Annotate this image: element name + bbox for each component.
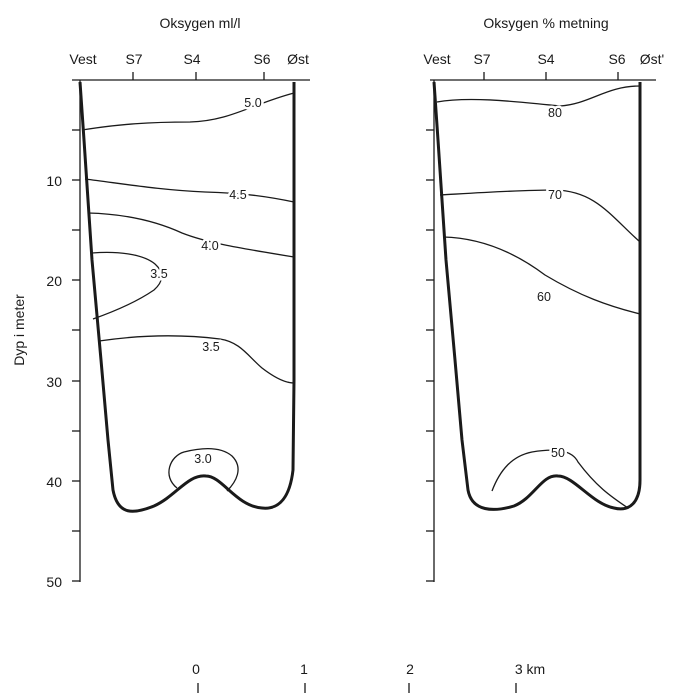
station-label-s6: S6: [608, 51, 625, 67]
scale-bar: 0 1 2 3 km: [192, 661, 545, 693]
contour-label-3-5: 3.5: [202, 340, 219, 354]
station-label-s4: S4: [537, 51, 554, 67]
scale-label-1: 1: [300, 661, 308, 677]
isoline-80: [436, 85, 641, 107]
isoline-3-5: [98, 335, 295, 384]
isoline-70: [439, 189, 641, 243]
panel-title-oxygen-saturation: Oksygen % metning: [483, 15, 608, 31]
depth-tick-label-40: 40: [46, 474, 62, 490]
isoline-3-0: [168, 448, 239, 492]
contour-label-50: 50: [551, 446, 565, 460]
station-label-vest: Vest: [423, 51, 450, 67]
contour-label-4-0: 4.0: [201, 239, 218, 253]
depth-tick-label-20: 20: [46, 273, 62, 289]
panel-oxygen-ml: Oksygen ml/l Vest S7 S4 S6 Øst Dyp i met…: [11, 15, 310, 590]
station-label-ost: Øst: [287, 51, 309, 67]
contour-label-3-5-inner: 3.5: [150, 267, 167, 281]
y-axis-label: Dyp i meter: [11, 294, 27, 366]
isoline-3-5-closed: [91, 251, 163, 320]
contour-label-60: 60: [537, 290, 551, 304]
isoline-4-5: [84, 178, 295, 203]
basin-outline: [78, 81, 296, 513]
contour-label-70: 70: [548, 188, 562, 202]
station-label-s7: S7: [125, 51, 142, 67]
scale-label-3km: 3 km: [515, 661, 545, 677]
scale-label-2: 2: [406, 661, 414, 677]
isoline-4-0: [87, 212, 295, 258]
station-label-ost: Øst': [640, 51, 664, 67]
station-label-vest: Vest: [69, 51, 96, 67]
basin-outline: [432, 81, 642, 511]
station-label-s4: S4: [183, 51, 200, 67]
isoline-50: [491, 449, 629, 509]
panel-oxygen-saturation: Oksygen % metning Vest S7 S4 S6 Øst' 80 …: [423, 15, 664, 582]
contour-label-4-5: 4.5: [229, 188, 246, 202]
contour-label-3-0: 3.0: [194, 452, 211, 466]
contour-label-80: 80: [548, 106, 562, 120]
contour-label-5-0: 5.0: [244, 96, 261, 110]
depth-tick-label-50: 50: [46, 574, 62, 590]
panel-title-oxygen-ml: Oksygen ml/l: [160, 15, 241, 31]
station-label-s6: S6: [253, 51, 270, 67]
isoline-60: [442, 236, 641, 315]
scale-label-0: 0: [192, 661, 200, 677]
station-label-s7: S7: [473, 51, 490, 67]
depth-tick-label-30: 30: [46, 374, 62, 390]
depth-tick-label-10: 10: [46, 173, 62, 189]
isoline-5-0: [81, 92, 295, 131]
